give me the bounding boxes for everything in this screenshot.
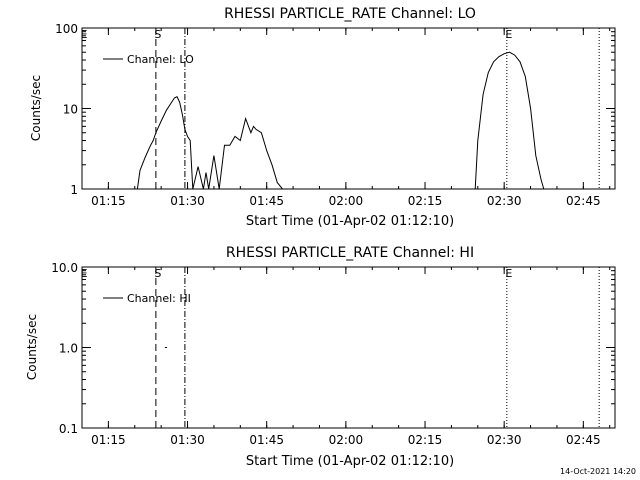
chart-title: RHESSI PARTICLE_RATE Channel: HI bbox=[226, 245, 474, 261]
x-tick-label: 01:45 bbox=[249, 194, 284, 208]
event-marker-label: E bbox=[505, 28, 512, 41]
x-tick-label: 02:00 bbox=[329, 433, 364, 447]
x-tick-label: 02:00 bbox=[329, 194, 364, 208]
x-tick-label: 01:45 bbox=[249, 433, 284, 447]
legend-label: Channel: LO bbox=[127, 53, 194, 66]
event-marker-label: S bbox=[154, 28, 161, 41]
y-tick-label: 10.0 bbox=[51, 261, 78, 275]
x-tick-label: 02:15 bbox=[408, 194, 443, 208]
y-tick-label: 100 bbox=[55, 22, 78, 36]
y-tick-label: 0.1 bbox=[59, 422, 78, 436]
event-marker-label: E bbox=[81, 267, 88, 280]
event-marker-label: S bbox=[154, 267, 161, 280]
footer-timestamp: 14-Oct-2021 14:20 bbox=[560, 467, 636, 476]
panel-lo: RHESSI PARTICLE_RATE Channel: LO Start T… bbox=[29, 6, 616, 229]
x-tick-label: 02:30 bbox=[487, 194, 522, 208]
y-axis-label: Counts/sec bbox=[29, 75, 43, 141]
x-tick-label: 02:30 bbox=[487, 433, 522, 447]
x-tick-label: 02:15 bbox=[408, 433, 443, 447]
chart-title: RHESSI PARTICLE_RATE Channel: LO bbox=[224, 6, 476, 22]
y-tick-label: 1 bbox=[70, 183, 78, 197]
x-axis-label: Start Time (01-Apr-02 01:12:10) bbox=[246, 214, 454, 229]
y-tick-label: 1.0 bbox=[59, 342, 78, 356]
event-marker-label: E bbox=[81, 28, 88, 41]
x-ticks: 01:15 01:30 01:45 02:00 02:15 02:30 02:45 bbox=[81, 267, 611, 447]
legend-label: Channel: HI bbox=[127, 292, 191, 305]
x-tick-label: 01:30 bbox=[170, 433, 205, 447]
series-line bbox=[136, 51, 545, 190]
event-marker-label: E bbox=[505, 267, 512, 280]
x-tick-label: 01:15 bbox=[91, 433, 126, 447]
y-tick-label: 10 bbox=[63, 103, 78, 117]
x-axis-label: Start Time (01-Apr-02 01:12:10) bbox=[246, 454, 454, 469]
x-tick-label: 02:45 bbox=[566, 194, 601, 208]
x-tick-label: 02:45 bbox=[566, 433, 601, 447]
series-group bbox=[136, 51, 545, 190]
y-ticks: 0.1 1.0 10.0 bbox=[51, 261, 615, 436]
x-tick-label: 01:15 bbox=[91, 194, 126, 208]
panel-hi: RHESSI PARTICLE_RATE Channel: HI Start T… bbox=[25, 245, 616, 469]
y-ticks: 1 10 100 bbox=[55, 22, 615, 197]
x-ticks: 01:15 01:30 01:45 02:00 02:15 02:30 02:45 bbox=[81, 28, 611, 208]
y-axis-label: Counts/sec bbox=[25, 314, 39, 380]
x-tick-label: 01:30 bbox=[170, 194, 205, 208]
